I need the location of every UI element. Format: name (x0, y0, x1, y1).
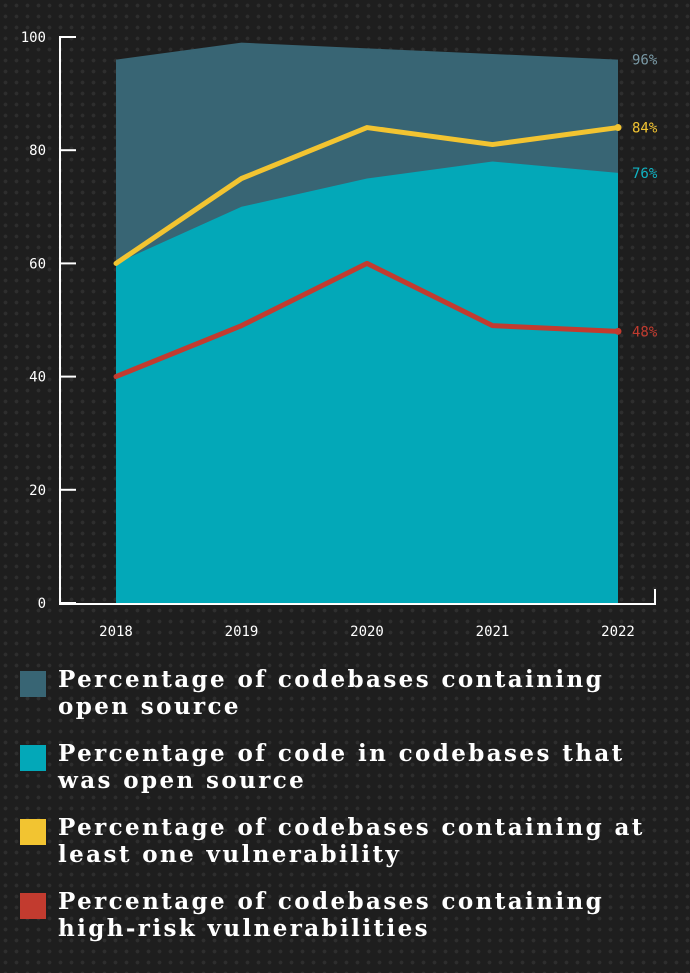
legend-swatch-any-vulnerability (20, 819, 46, 845)
legend: Percentage of codebases containing open … (20, 666, 680, 962)
x-tick-label: 2022 (601, 624, 635, 640)
end-label-open-source-code: 76% (632, 166, 658, 182)
y-tick-label: 80 (29, 143, 46, 159)
line-high-risk (113, 260, 621, 380)
y-tick-label: 100 (21, 30, 46, 46)
line-any-vulnerability (113, 125, 621, 266)
x-tick-label: 2020 (350, 624, 384, 640)
legend-item-open-source-codebases: Percentage of codebases containing open … (20, 666, 680, 720)
legend-swatch-open-source-code (20, 745, 46, 771)
end-label-any-vulnerability: 84% (632, 121, 658, 137)
y-tick-label: 0 (38, 596, 46, 612)
chart-axes (59, 36, 656, 605)
legend-label-open-source-code: Percentage of code in codebases that was… (58, 740, 625, 794)
x-tick-label: 2021 (476, 624, 510, 640)
end-label-high-risk: 48% (632, 324, 658, 340)
end-dot-high-risk (614, 327, 622, 335)
legend-item-high-risk: Percentage of codebases containing high-… (20, 888, 680, 942)
x-tick-label: 2018 (99, 624, 133, 640)
legend-swatch-open-source-codebases (20, 671, 46, 697)
legend-item-open-source-code: Percentage of code in codebases that was… (20, 740, 680, 794)
legend-label-any-vulnerability: Percentage of codebases containing at le… (58, 814, 645, 868)
legend-label-open-source-codebases: Percentage of codebases containing open … (58, 666, 605, 720)
end-dot-any-vulnerability (614, 124, 622, 132)
end-label-open-source-codebases: 96% (632, 53, 658, 69)
legend-swatch-high-risk (20, 893, 46, 919)
legend-item-any-vulnerability: Percentage of codebases containing at le… (20, 814, 680, 868)
y-tick-label: 40 (29, 370, 46, 386)
y-tick-label: 20 (29, 483, 46, 499)
area-open-source-code (116, 161, 618, 603)
y-tick-label: 60 (29, 256, 46, 272)
legend-label-high-risk: Percentage of codebases containing high-… (58, 888, 605, 942)
chart-areas (116, 42, 618, 604)
chart-lines (113, 124, 622, 380)
chart-labels: 0 20 40 60 80 100 2018 2019 2020 2021 2022 96% 76% 84… (21, 30, 658, 640)
x-tick-label: 2019 (225, 624, 259, 640)
chart: 0 20 40 60 80 100 2018 2019 2020 2021 2022 96% 76% 84… (21, 30, 658, 640)
